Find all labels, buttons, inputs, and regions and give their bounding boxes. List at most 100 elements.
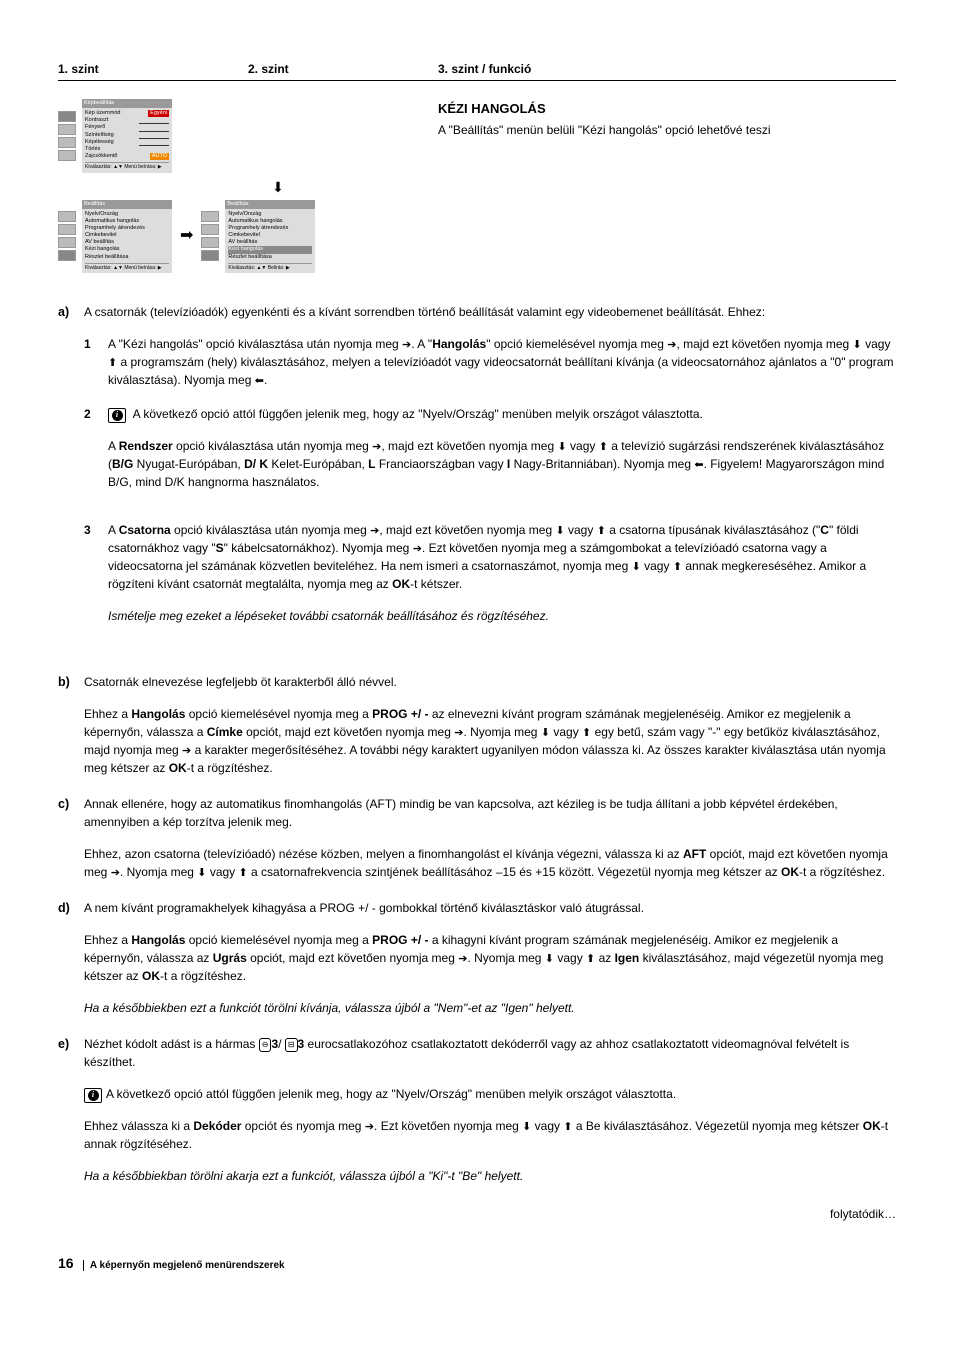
menu-icon <box>58 124 76 135</box>
menu-line: Zajcsökkentő <box>85 153 117 160</box>
menu-1-panel: Képbeállítás Kép üzemmódEgyéni Kontraszt… <box>82 99 172 173</box>
item-d: d) A nem kívánt programakhelyek kihagyás… <box>58 899 896 1017</box>
arrow-down-icon: ⬇ <box>118 177 438 198</box>
b-intro: Csatornák elnevezése legfeljebb öt karak… <box>84 673 896 691</box>
menu-1-row: Képbeállítás Kép üzemmódEgyéni Kontraszt… <box>58 99 438 173</box>
item-c: c) Annak ellenére, hogy az automatikus f… <box>58 795 896 881</box>
item-b-content: Csatornák elnevezése legfeljebb öt karak… <box>84 673 896 777</box>
menu-line: Programhely átrendezés <box>228 225 312 232</box>
item-a-content: A csatornák (televízióadók) egyenkénti é… <box>84 303 896 655</box>
arrow-up-icon: ⬆ <box>599 442 608 453</box>
d-intro: A nem kívánt programakhelyek kihagyása a… <box>84 899 896 917</box>
menu-3-title: Beállítás <box>225 200 315 209</box>
a-step-2: 2 A következő opció attól függően jeleni… <box>84 405 896 505</box>
info-icon <box>84 1088 102 1103</box>
arrow-down-icon: ⬇ <box>541 728 550 739</box>
menu-line: AV beállítás <box>85 239 169 246</box>
arrow-left-icon: ⬅ <box>255 376 264 387</box>
menu-1-footer: Kiválasztás: ▲▼ Menü beírása: ▶ <box>85 162 169 171</box>
d-para: Ehhez a Hangolás opció kiemelésével nyom… <box>84 931 896 985</box>
arrow-right-icon: ➔ <box>182 746 191 757</box>
footer-left: 16 A képernyőn megjelenő menürendszerek <box>58 1253 285 1274</box>
arrow-down-icon: ⬇ <box>632 562 641 573</box>
menu-icon <box>58 237 76 248</box>
arrow-down-icon: ⬇ <box>555 526 564 537</box>
section-intro: A "Beállítás" menün belüli "Kézi hangolá… <box>438 121 896 139</box>
menu-icon <box>201 224 219 235</box>
arrow-up-icon: ⬆ <box>586 954 595 965</box>
menu-line: Cimkebevitel <box>228 232 312 239</box>
menu-line: Részlet beállítása <box>228 254 312 261</box>
menu-graphics-column: Képbeállítás Kép üzemmódEgyéni Kontraszt… <box>58 95 438 273</box>
a-intro: A csatornák (televízióadók) egyenkénti é… <box>84 303 896 321</box>
arrow-right-icon: ➡ <box>180 224 193 248</box>
menu-icon <box>58 137 76 148</box>
menu-line: Nyelv/Ország <box>228 211 312 218</box>
menu-value: Egyéni <box>148 110 169 117</box>
item-b: b) Csatornák elnevezése legfeljebb öt ka… <box>58 673 896 777</box>
arrow-up-icon: ⬆ <box>582 728 591 739</box>
menu-line: Automatikus hangolás <box>228 218 312 225</box>
arrow-up-icon: ⬆ <box>563 1122 572 1133</box>
slider <box>139 139 169 146</box>
arrow-right-icon: ➔ <box>370 526 379 537</box>
arrow-down-icon: ⬇ <box>557 442 566 453</box>
menu-icon <box>58 111 76 122</box>
column-header-row: 1. szint 2. szint 3. szint / funkció <box>58 60 896 81</box>
arrow-right-icon: ➔ <box>372 442 381 453</box>
menu-2-title: Beállítás <box>82 200 172 209</box>
menu-line: AV beállítás <box>228 239 312 246</box>
arrow-down-icon: ⬇ <box>853 340 862 351</box>
item-d-content: A nem kívánt programakhelyek kihagyása a… <box>84 899 896 1017</box>
item-label-e: e) <box>58 1035 84 1185</box>
e-para: Ehhez válassza ki a Dekóder opciót és ny… <box>84 1117 896 1153</box>
c-intro: Annak ellenére, hogy az automatikus fino… <box>84 795 896 831</box>
c-para: Ehhez, azon csatorna (televízióadó) nézé… <box>84 845 896 881</box>
menu-1-title: Képbeállítás <box>82 99 172 108</box>
a-step-3: 3 A Csatorna opció kiválasztása után nyo… <box>84 521 896 639</box>
menu-3-row: Beállítás Nyelv/Ország Automatikus hango… <box>201 200 315 274</box>
arrow-up-icon: ⬆ <box>239 868 248 879</box>
menu-3-panel: Beállítás Nyelv/Ország Automatikus hango… <box>225 200 315 274</box>
menu-line: Részlet beállítása <box>85 254 169 261</box>
menu-3-footer: Kiválasztás: ▲▼ Belirás: ▶ <box>228 263 312 272</box>
menu-line: Programhely átrendezés <box>85 225 169 232</box>
d-italic: Ha a későbbiekben ezt a funkciót törölni… <box>84 999 896 1017</box>
menu-line: Törlés <box>85 146 100 153</box>
num-3: 3 <box>84 521 108 639</box>
item-e: e) Nézhet kódolt adást is a hármas ⊖3/ ⊟… <box>58 1035 896 1185</box>
slider <box>139 132 169 139</box>
page-footer: 16 A képernyőn megjelenő menürendszerek <box>58 1253 896 1274</box>
a2-para: A Rendszer opció kiválasztása után nyomj… <box>108 437 896 491</box>
menu-2-row: Beállítás Nyelv/Ország Automatikus hango… <box>58 200 172 274</box>
a3-italic: Ismételje meg ezeket a lépéseket további… <box>108 607 896 625</box>
menu-line: Nyelv/Ország <box>85 211 169 218</box>
menu-row-2: Beállítás Nyelv/Ország Automatikus hango… <box>58 200 438 274</box>
menu-icon <box>201 250 219 261</box>
menu-line: Kép üzemmód <box>85 110 120 117</box>
e-info-row: A következő opció attól függően jelenik … <box>84 1085 896 1103</box>
header-col-1: 1. szint <box>58 60 248 78</box>
menu-line: Színtelítség <box>85 132 114 139</box>
menu-icon <box>58 211 76 222</box>
item-e-content: Nézhet kódolt adást is a hármas ⊖3/ ⊟3 e… <box>84 1035 896 1185</box>
menu-2-panel: Beállítás Nyelv/Ország Automatikus hango… <box>82 200 172 274</box>
menu-line: Cimkebevitel <box>85 232 169 239</box>
menu-3-icons <box>201 211 219 261</box>
body-section: a) A csatornák (televízióadók) egyenként… <box>58 303 896 1185</box>
item-label-a: a) <box>58 303 84 655</box>
menu-2-footer: Kiválasztás: ▲▼ Menü beírása: ▶ <box>85 263 169 272</box>
page-number: 16 <box>58 1255 74 1271</box>
menu-line: Automatikus hangolás <box>85 218 169 225</box>
arrow-up-icon: ⬆ <box>597 526 606 537</box>
menu-line: Képélesség <box>85 139 114 146</box>
menu-line: Kézi hangolás <box>85 246 169 253</box>
arrow-down-icon: ⬇ <box>522 1122 531 1133</box>
info-icon <box>108 408 126 423</box>
menu-icon <box>58 150 76 161</box>
continues-label: folytatódik… <box>58 1205 896 1223</box>
a1-text: A "Kézi hangolás" opció kiválasztása utá… <box>108 335 896 389</box>
menu-icon <box>58 250 76 261</box>
slider <box>139 124 169 131</box>
b-para: Ehhez a Hangolás opció kiemelésével nyom… <box>84 705 896 777</box>
